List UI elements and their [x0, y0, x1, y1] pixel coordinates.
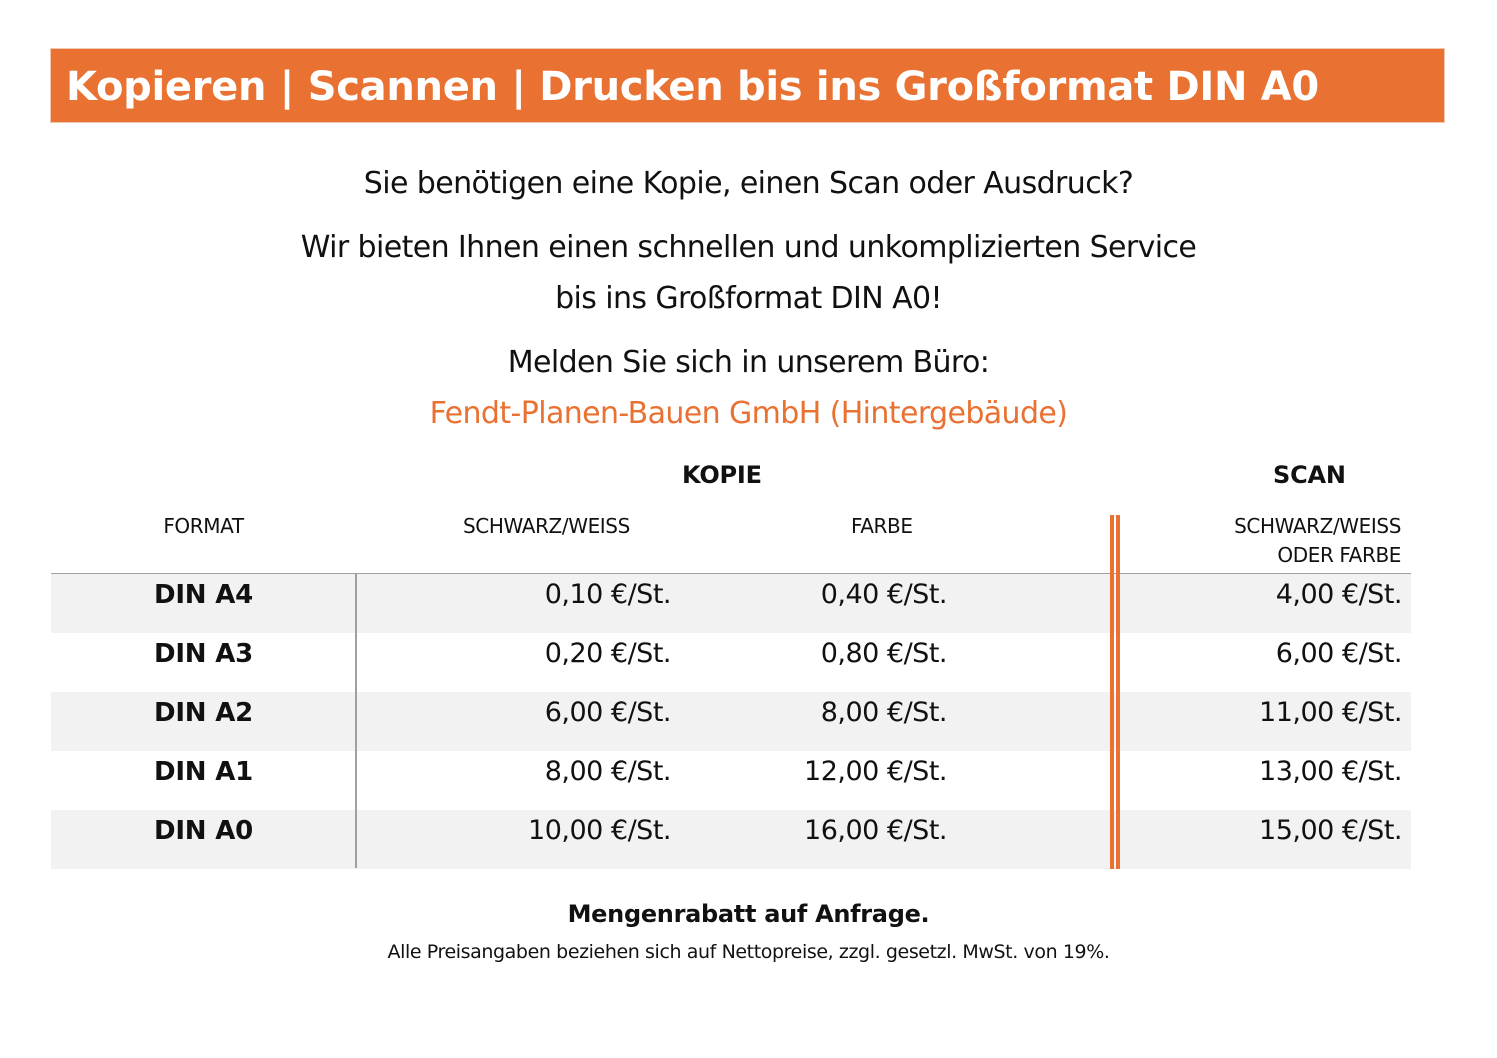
format-column-divider [355, 573, 357, 868]
cell-format: DIN A0 [153, 816, 254, 846]
cell-format: DIN A4 [153, 580, 254, 610]
cell-scan: 11,00 €/St. [1259, 697, 1402, 728]
tax-note: Alle Preisangaben beziehen sich auf Nett… [387, 941, 1110, 963]
table-row: DIN A4 0,10 €/St. 0,40 €/St. 4,00 €/St. [51, 574, 1411, 633]
cell-format: DIN A3 [153, 639, 254, 669]
table-row: DIN A3 0,20 €/St. 0,80 €/St. 6,00 €/St. [51, 633, 1411, 692]
table-row: DIN A1 8,00 €/St. 12,00 €/St. 13,00 €/St… [51, 751, 1411, 810]
column-header-scan-line1: SCHWARZ/WEISS [1234, 514, 1401, 538]
column-header-copy-color: FARBE [851, 514, 913, 538]
intro-contact-line: Melden Sie sich in unserem Büro: [507, 345, 990, 380]
price-table: DIN A4 0,10 €/St. 0,40 €/St. 4,00 €/St. … [51, 573, 1411, 869]
column-header-copy-bw: SCHWARZ/WEISS [463, 514, 630, 538]
cell-copy-color: 0,80 €/St. [820, 638, 948, 669]
group-header-scan: SCAN [1273, 461, 1346, 489]
cell-copy-bw: 10,00 €/St. [528, 815, 671, 846]
company-name: Fendt-Planen-Bauen GmbH (Hintergebäude) [429, 396, 1068, 431]
cell-format: DIN A2 [153, 698, 254, 728]
cell-copy-bw: 0,10 €/St. [544, 579, 672, 610]
cell-scan: 15,00 €/St. [1259, 815, 1402, 846]
intro-offer-line2: bis ins Großformat DIN A0! [555, 281, 942, 316]
cell-scan: 4,00 €/St. [1275, 579, 1403, 610]
header-banner: Kopieren | Scannen | Drucken bis ins Gro… [51, 49, 1444, 122]
cell-copy-bw: 6,00 €/St. [544, 697, 672, 728]
cell-copy-color: 8,00 €/St. [820, 697, 948, 728]
column-header-scan-line2: ODER FARBE [1277, 543, 1401, 567]
page-title: Kopieren | Scannen | Drucken bis ins Gro… [66, 63, 1319, 110]
group-header-copy: KOPIE [682, 461, 762, 489]
cell-scan: 13,00 €/St. [1259, 756, 1402, 787]
column-header-scan: SCHWARZ/WEISS ODER FARBE [1234, 512, 1401, 570]
cell-copy-color: 0,40 €/St. [820, 579, 948, 610]
column-header-format: FORMAT [163, 514, 244, 538]
table-row: DIN A2 6,00 €/St. 8,00 €/St. 11,00 €/St. [51, 692, 1411, 751]
copy-scan-divider-right [1116, 515, 1120, 869]
cell-copy-color: 12,00 €/St. [804, 756, 947, 787]
cell-copy-bw: 0,20 €/St. [544, 638, 672, 669]
table-row: DIN A0 10,00 €/St. 16,00 €/St. 15,00 €/S… [51, 810, 1411, 869]
discount-note: Mengenrabatt auf Anfrage. [567, 900, 930, 928]
cell-format: DIN A1 [153, 757, 254, 787]
intro-question: Sie benötigen eine Kopie, einen Scan ode… [363, 166, 1134, 201]
copy-scan-divider-left [1110, 515, 1114, 869]
cell-copy-bw: 8,00 €/St. [544, 756, 672, 787]
intro-offer-line1: Wir bieten Ihnen einen schnellen und unk… [300, 230, 1197, 265]
cell-copy-color: 16,00 €/St. [804, 815, 947, 846]
cell-scan: 6,00 €/St. [1275, 638, 1403, 669]
